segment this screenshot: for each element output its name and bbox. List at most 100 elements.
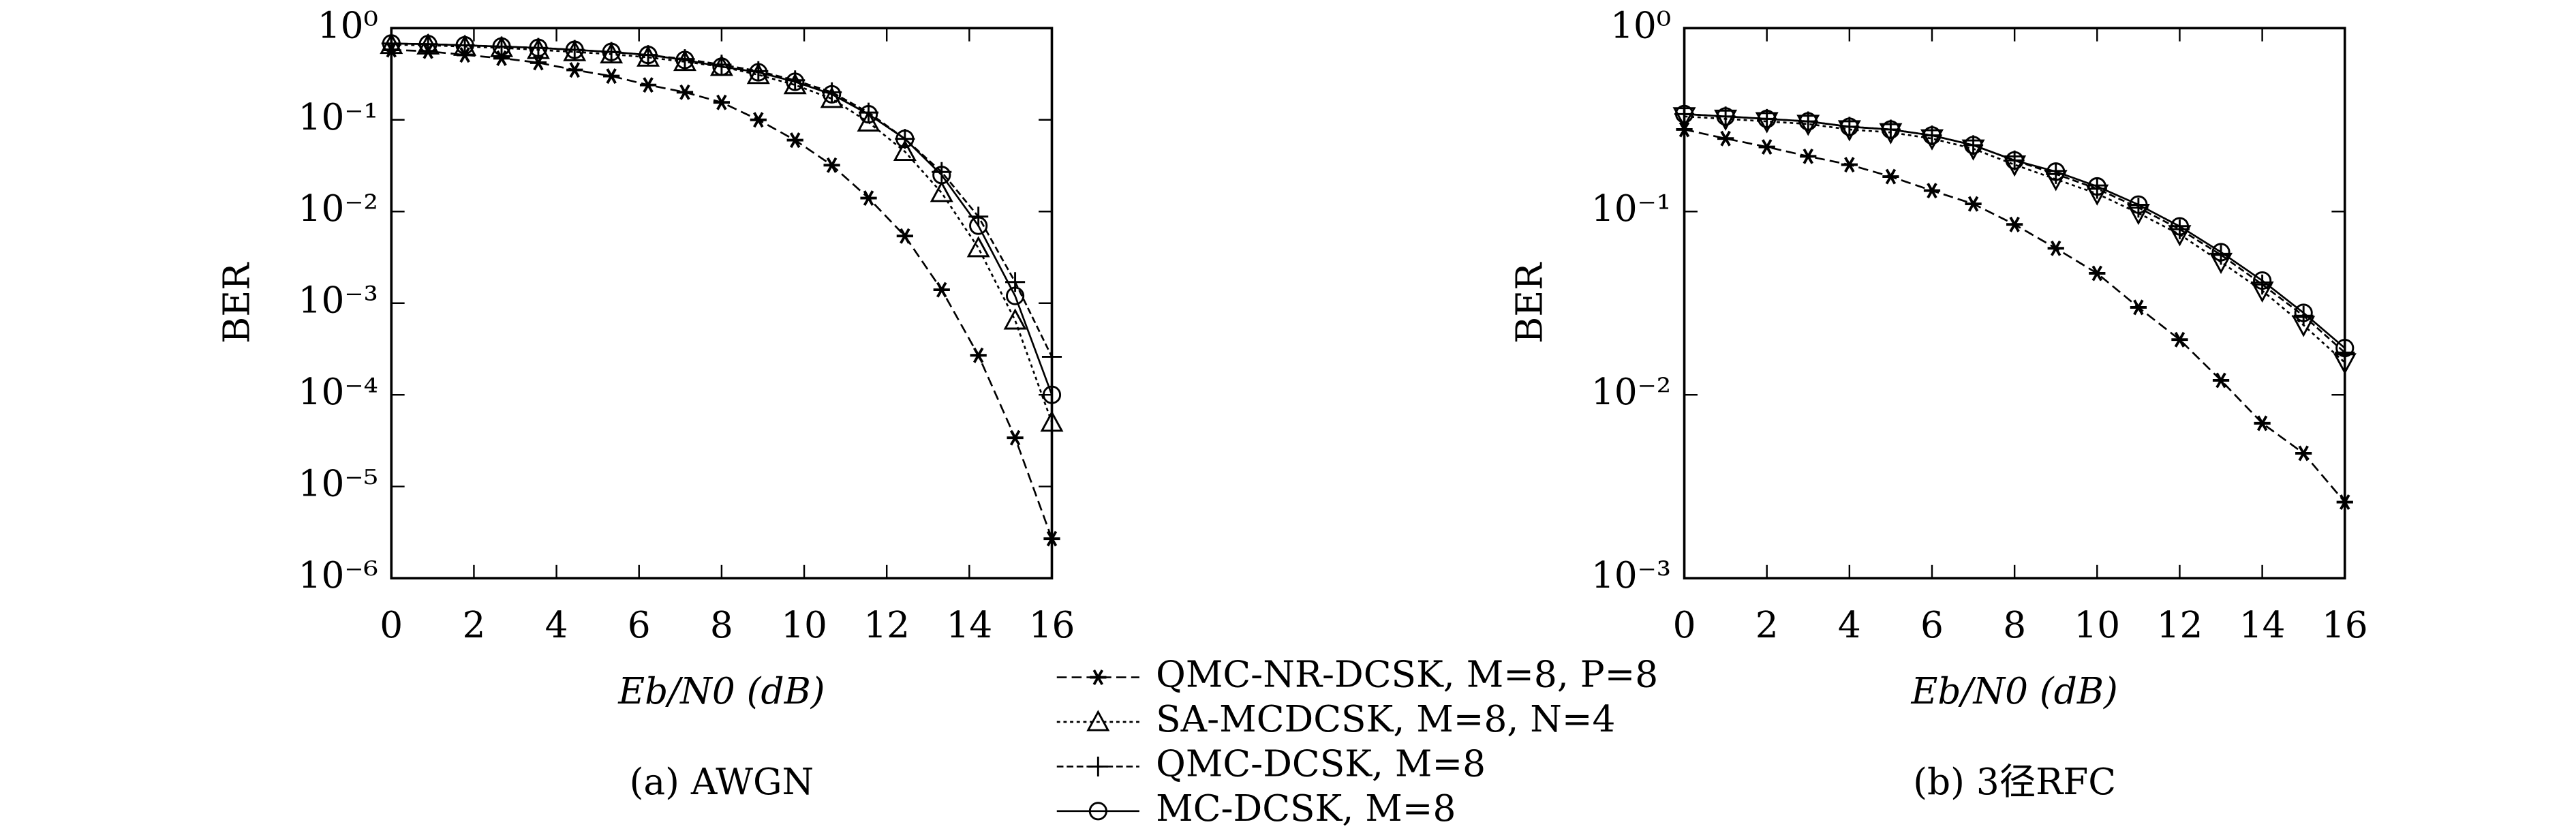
x-tick-label: 14 bbox=[2239, 604, 2286, 646]
marker bbox=[603, 68, 620, 85]
marker bbox=[1716, 107, 1735, 126]
series-line bbox=[391, 48, 1053, 539]
series-line bbox=[1684, 112, 2346, 349]
marker bbox=[1086, 710, 1110, 731]
x-tick-label: 12 bbox=[2157, 604, 2203, 646]
marker bbox=[2129, 195, 2148, 214]
legend-label: QMC-DCSK, M=8 bbox=[1156, 742, 1486, 785]
marker bbox=[1881, 120, 1900, 139]
y-tick-label: 10⁻² bbox=[298, 187, 378, 230]
marker bbox=[2294, 303, 2313, 322]
y-tick-label: 10⁻¹ bbox=[1591, 187, 1671, 230]
marker bbox=[1003, 308, 1027, 330]
marker bbox=[600, 42, 624, 64]
legend-label: SA-MCDCSK, M=8, N=4 bbox=[1156, 698, 1615, 740]
marker bbox=[1040, 410, 1064, 432]
marker bbox=[1841, 157, 1858, 173]
marker bbox=[418, 35, 438, 54]
marker bbox=[895, 130, 915, 149]
series-line bbox=[1684, 115, 2346, 363]
series-line bbox=[1684, 128, 2346, 503]
x-tick-label: 16 bbox=[2322, 604, 2368, 646]
marker bbox=[1758, 109, 1777, 128]
marker bbox=[2005, 151, 2024, 170]
marker bbox=[969, 216, 988, 235]
marker bbox=[713, 94, 730, 110]
series-line bbox=[391, 42, 1053, 357]
marker bbox=[1007, 429, 1024, 446]
marker bbox=[2047, 240, 2064, 256]
marker bbox=[1006, 286, 1025, 305]
marker bbox=[1088, 802, 1107, 821]
marker bbox=[2293, 305, 2314, 326]
marker bbox=[1800, 148, 1817, 164]
series-line bbox=[1684, 112, 2346, 354]
plot-frame bbox=[1683, 27, 2346, 579]
x-tick-label: 6 bbox=[1920, 604, 1944, 646]
marker bbox=[932, 162, 952, 182]
marker bbox=[639, 46, 658, 65]
marker bbox=[529, 38, 548, 57]
legend-label: QMC-NR-DCSK, M=8, P=8 bbox=[1156, 654, 1658, 696]
marker bbox=[966, 236, 990, 258]
marker bbox=[2046, 162, 2066, 181]
marker bbox=[970, 347, 987, 363]
x-tick-label: 16 bbox=[1029, 604, 1075, 646]
x-tick-label: 6 bbox=[628, 604, 651, 646]
marker bbox=[823, 85, 842, 104]
marker bbox=[2171, 331, 2188, 348]
marker bbox=[2089, 265, 2106, 282]
y-tick-label: 10⁻³ bbox=[1591, 554, 1671, 596]
x-tick-label: 8 bbox=[2003, 604, 2026, 646]
y-tick-label: 10⁰ bbox=[1610, 4, 1671, 46]
marker bbox=[1676, 121, 1693, 138]
marker bbox=[565, 40, 584, 59]
x-tick-label: 14 bbox=[946, 604, 992, 646]
marker bbox=[566, 62, 583, 78]
x-tick-label: 4 bbox=[545, 604, 568, 646]
y-tick-label: 10⁻³ bbox=[298, 279, 378, 322]
marker bbox=[2130, 299, 2147, 316]
legend-label: MC-DCSK, M=8 bbox=[1156, 787, 1456, 830]
marker bbox=[1043, 530, 1060, 547]
marker bbox=[932, 166, 951, 185]
y-tick-label: 10⁻⁶ bbox=[298, 554, 378, 596]
x-tick-label: 4 bbox=[1838, 604, 1861, 646]
marker bbox=[2169, 219, 2190, 239]
marker bbox=[563, 40, 587, 61]
marker bbox=[860, 190, 877, 207]
y-axis-label: BER bbox=[1509, 262, 1551, 344]
marker bbox=[1840, 117, 1859, 136]
series-line bbox=[391, 42, 1053, 395]
marker bbox=[896, 228, 913, 244]
caption: (b) 3径RFC bbox=[1913, 761, 2116, 803]
x-tick-label: 8 bbox=[710, 604, 733, 646]
marker bbox=[2253, 271, 2272, 290]
marker bbox=[2295, 445, 2312, 462]
x-axis-label: Eb/N0 (dB) bbox=[1910, 670, 2117, 712]
marker bbox=[1717, 130, 1734, 147]
marker bbox=[2087, 177, 2106, 196]
y-tick-label: 10⁻⁵ bbox=[298, 463, 378, 505]
marker bbox=[455, 35, 474, 55]
plot-frame bbox=[390, 27, 1054, 579]
x-axis-label: Eb/N0 (dB) bbox=[617, 670, 825, 712]
marker bbox=[1964, 136, 1983, 155]
x-tick-label: 12 bbox=[863, 604, 910, 646]
marker bbox=[1674, 104, 1694, 123]
x-tick-label: 0 bbox=[1673, 604, 1696, 646]
marker bbox=[2211, 243, 2230, 262]
marker bbox=[930, 181, 953, 202]
x-tick-label: 0 bbox=[380, 604, 403, 646]
marker bbox=[492, 37, 511, 56]
marker bbox=[2170, 217, 2190, 236]
y-tick-label: 10⁻¹ bbox=[298, 96, 378, 138]
marker bbox=[675, 50, 694, 70]
x-tick-label: 2 bbox=[462, 604, 485, 646]
x-tick-label: 10 bbox=[781, 604, 827, 646]
marker bbox=[1088, 756, 1108, 776]
marker bbox=[823, 157, 840, 173]
marker bbox=[1798, 112, 1818, 131]
y-axis-label: BER bbox=[215, 262, 258, 344]
